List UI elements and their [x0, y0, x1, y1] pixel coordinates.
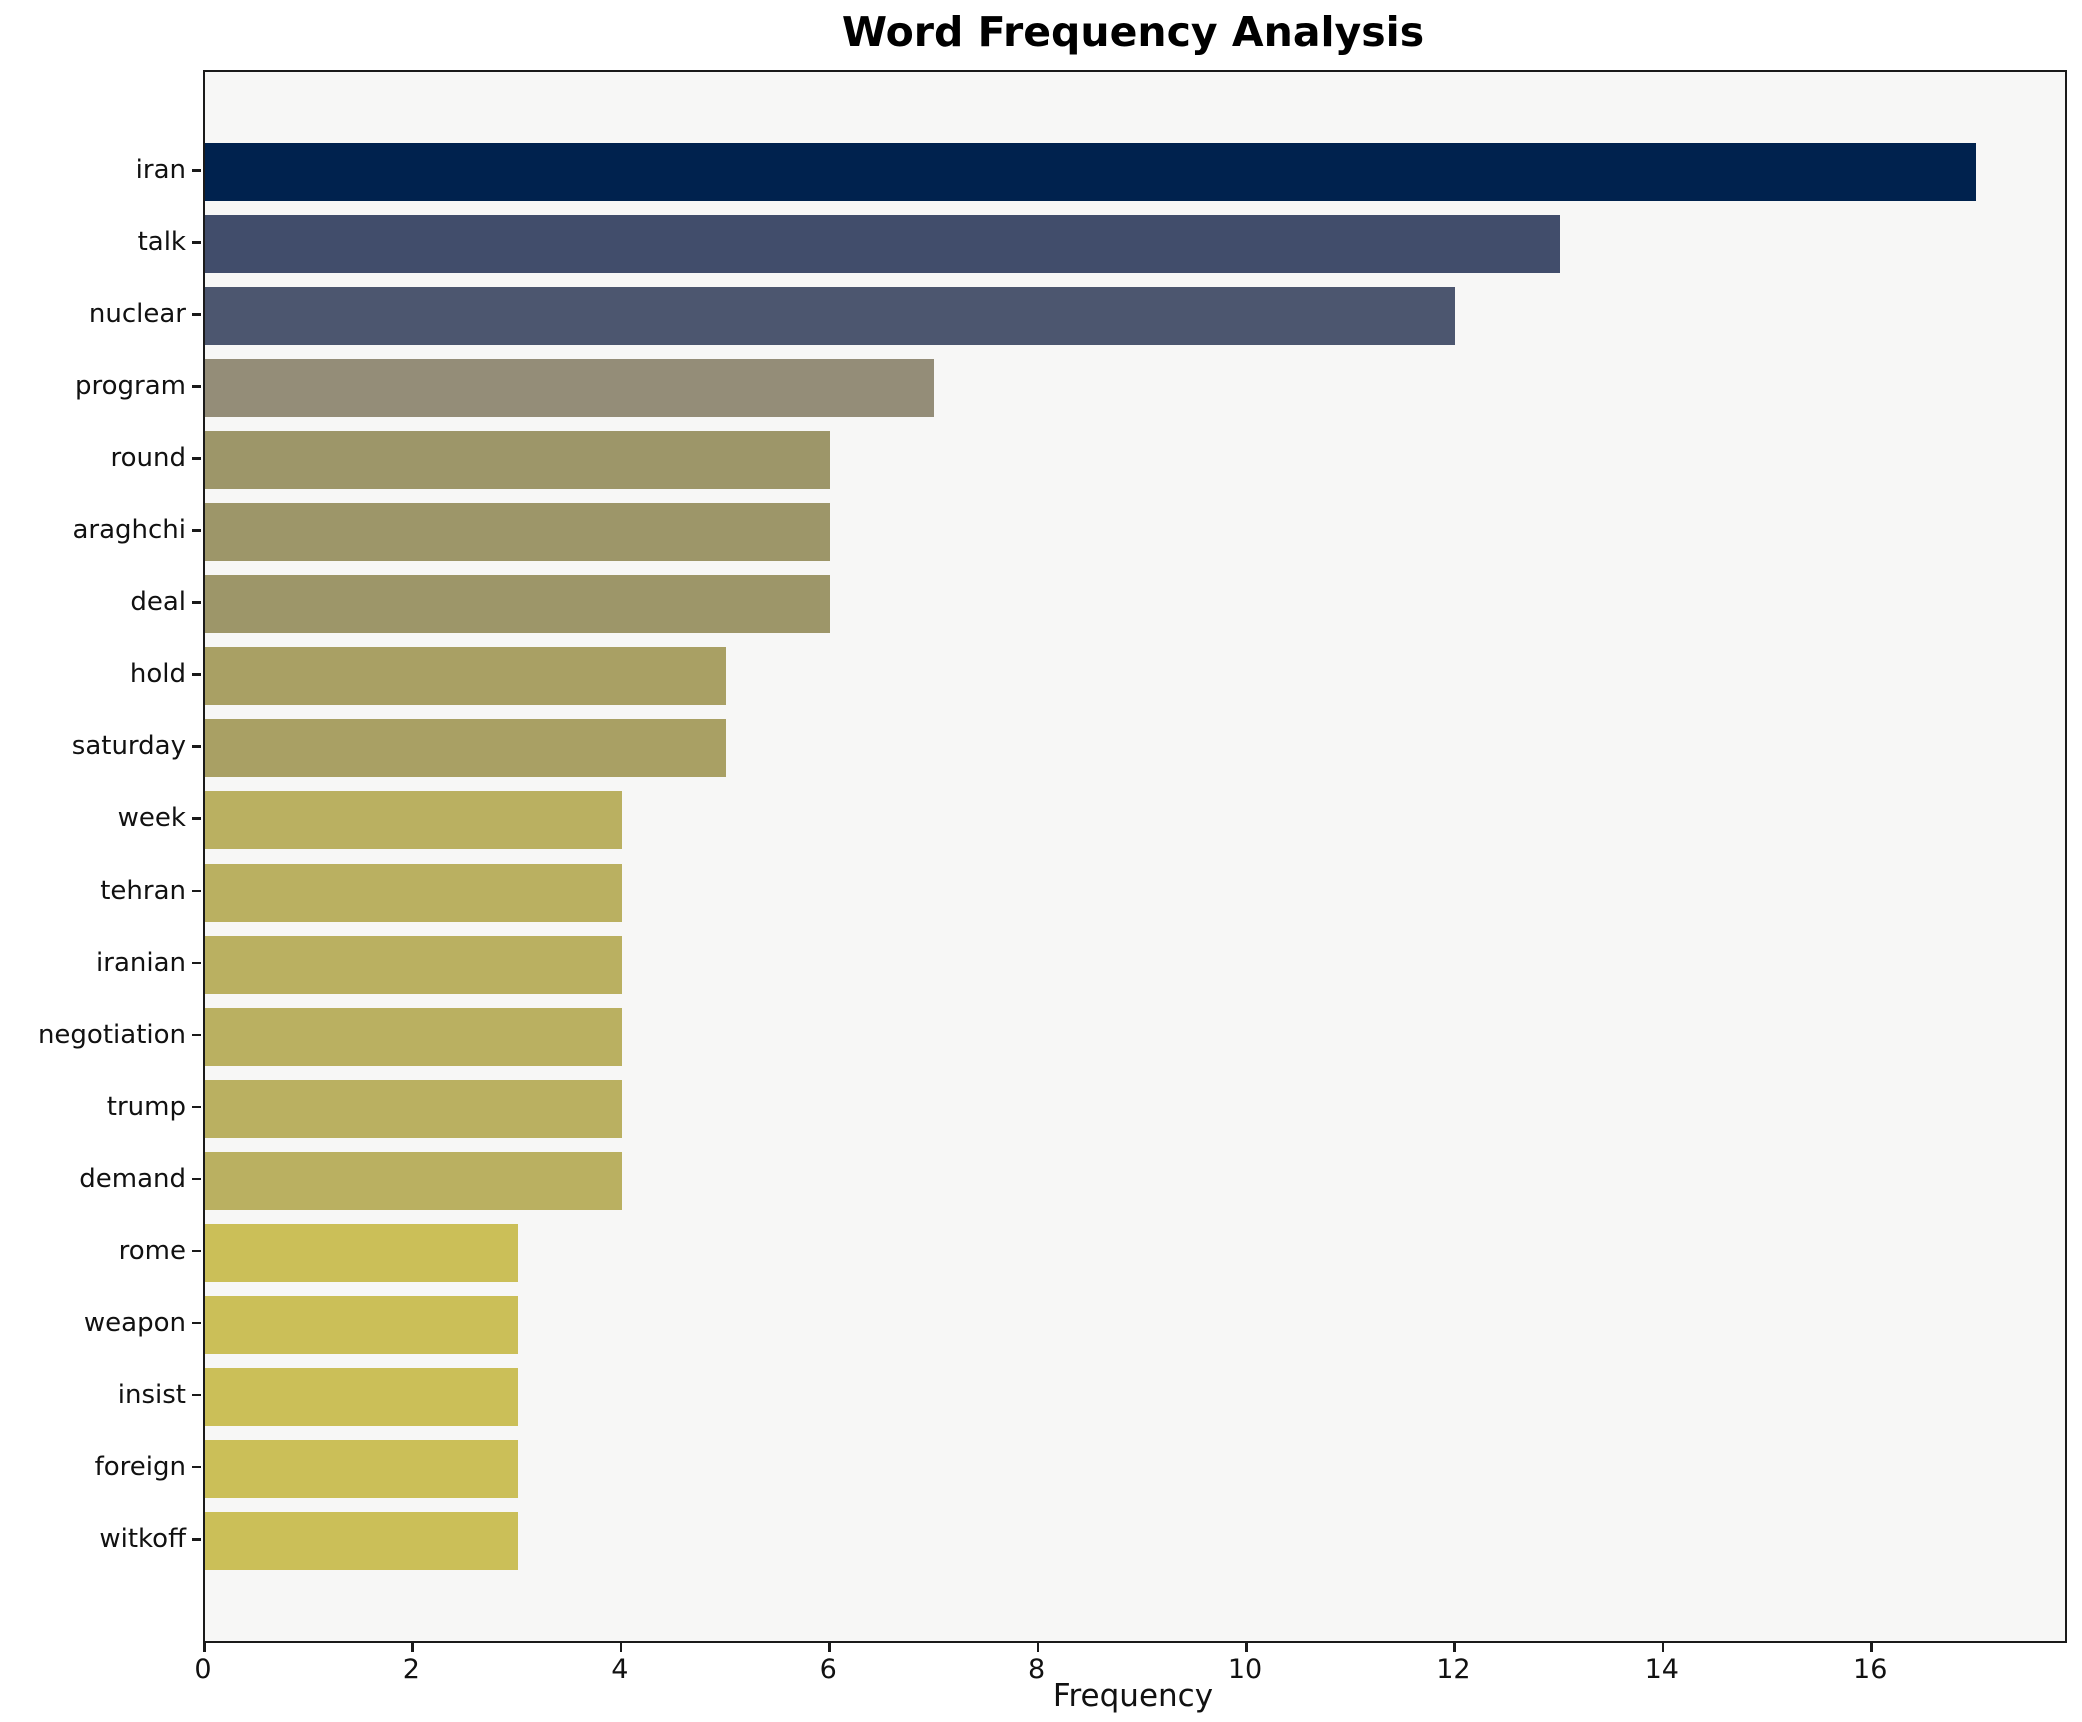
y-tick-mark: [192, 817, 201, 820]
bar-witkoff: [205, 1512, 518, 1570]
y-tick-label-iranian: iranian: [96, 947, 186, 978]
y-tick-label-iran: iran: [135, 155, 186, 185]
bar-iranian: [205, 935, 622, 994]
y-tick-label-weapon: weapon: [83, 1307, 186, 1338]
x-tick-label-12: 12: [1436, 1654, 1471, 1685]
x-axis-label: Frequency: [1052, 1678, 1214, 1714]
bar-foreign: [205, 1439, 518, 1498]
x-tick-mark: [1036, 1643, 1040, 1652]
y-tick-mark: [192, 169, 201, 172]
y-tick-label-witkoff: witkoff: [99, 1524, 186, 1554]
y-tick-label-hold: hold: [129, 659, 186, 690]
y-tick-label-foreign: foreign: [94, 1451, 186, 1482]
x-tick-mark: [203, 1643, 206, 1652]
x-tick-mark: [1661, 1643, 1665, 1652]
x-tick-mark: [411, 1643, 414, 1652]
bar-saturday: [205, 719, 726, 778]
chart-title: Word Frequency Analysis: [841, 8, 1425, 56]
y-tick-mark: [192, 1465, 201, 1469]
y-tick-label-week: week: [117, 803, 186, 834]
y-tick-label-deal: deal: [130, 587, 186, 618]
y-tick-label-talk: talk: [137, 227, 186, 258]
x-tick-mark: [1245, 1643, 1248, 1652]
y-tick-mark: [192, 745, 201, 748]
y-tick-label-trump: trump: [106, 1091, 186, 1122]
x-tick-mark: [1453, 1643, 1456, 1652]
y-tick-mark: [192, 313, 201, 316]
y-tick-mark: [192, 961, 201, 965]
y-tick-label-negotiation: negotiation: [37, 1019, 186, 1050]
y-tick-mark: [192, 385, 201, 388]
bar-round: [205, 431, 831, 490]
y-tick-mark: [192, 1538, 201, 1541]
y-tick-mark: [192, 1033, 201, 1037]
x-tick-mark: [1870, 1643, 1873, 1652]
y-tick-label-program: program: [75, 371, 186, 402]
y-tick-mark: [192, 241, 201, 244]
bar-deal: [205, 575, 831, 634]
bar-rome: [205, 1223, 518, 1282]
bar-trump: [205, 1079, 622, 1138]
bar-talk: [205, 215, 1560, 274]
y-tick-mark: [192, 1249, 201, 1253]
bar-negotiation: [205, 1007, 622, 1066]
x-tick-label-6: 6: [819, 1654, 837, 1685]
bar-tehran: [205, 863, 622, 922]
y-tick-label-insist: insist: [117, 1379, 186, 1410]
bar-week: [205, 791, 622, 850]
y-tick-mark: [192, 601, 201, 604]
bar-hold: [205, 647, 726, 706]
y-tick-mark: [192, 529, 201, 532]
x-tick-label-8: 8: [1028, 1654, 1046, 1685]
x-tick-mark: [619, 1643, 623, 1652]
y-tick-label-tehran: tehran: [100, 875, 186, 906]
y-tick-mark: [192, 1105, 201, 1109]
bar-araghchi: [205, 503, 831, 562]
y-tick-label-rome: rome: [118, 1235, 186, 1266]
y-tick-label-araghchi: araghchi: [72, 515, 186, 546]
y-tick-mark: [192, 457, 201, 460]
plot-area: [203, 70, 2067, 1643]
bar-program: [205, 359, 935, 418]
bar-demand: [205, 1151, 622, 1210]
bar-iran: [205, 143, 1977, 201]
x-tick-label-14: 14: [1644, 1654, 1679, 1685]
bar-insist: [205, 1367, 518, 1426]
y-tick-label-nuclear: nuclear: [88, 299, 186, 330]
y-tick-mark: [192, 889, 201, 893]
x-tick-mark: [828, 1643, 831, 1652]
y-tick-mark: [192, 1177, 201, 1181]
x-tick-label-16: 16: [1853, 1654, 1888, 1685]
x-tick-label-10: 10: [1227, 1654, 1263, 1685]
y-tick-label-demand: demand: [79, 1163, 186, 1194]
x-tick-label-4: 4: [611, 1654, 629, 1685]
y-tick-mark: [192, 1393, 201, 1397]
y-tick-mark: [192, 1321, 201, 1325]
x-tick-label-0: 0: [194, 1654, 212, 1685]
x-tick-label-2: 2: [402, 1654, 420, 1685]
y-tick-mark: [192, 673, 201, 676]
y-tick-label-round: round: [110, 443, 187, 474]
y-tick-label-saturday: saturday: [71, 731, 186, 762]
bar-nuclear: [205, 287, 1456, 346]
bar-weapon: [205, 1295, 518, 1354]
